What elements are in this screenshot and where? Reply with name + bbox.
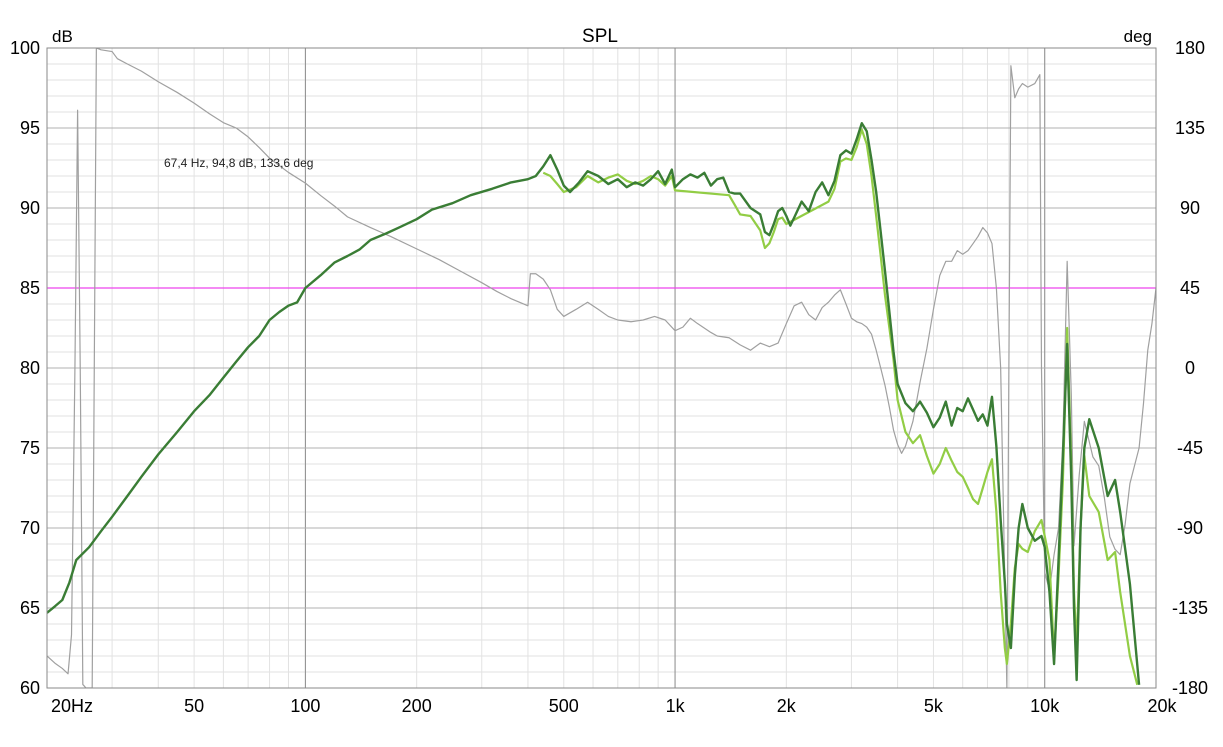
- y-left-tick-label: 65: [20, 598, 40, 618]
- y-right-tick-label: -90: [1177, 518, 1203, 538]
- y-left-tick-label: 60: [20, 678, 40, 698]
- x-tick-label: 1k: [666, 696, 686, 716]
- y-left-tick-label: 75: [20, 438, 40, 458]
- y-left-tick-label: 80: [20, 358, 40, 378]
- y-right-tick-label: 45: [1180, 278, 1200, 298]
- y-right-tick-label: -135: [1172, 598, 1208, 618]
- x-tick-label: 500: [549, 696, 579, 716]
- y-left-tick-label: 95: [20, 118, 40, 138]
- spl-line-0: [47, 122, 1141, 685]
- x-tick-label: 20Hz: [51, 696, 93, 716]
- y-right-tick-label: -180: [1172, 678, 1208, 698]
- x-tick-label: 200: [402, 696, 432, 716]
- x-tick-label: 100: [290, 696, 320, 716]
- cursor-readout: 67,4 Hz, 94,8 dB, 133,6 deg: [164, 156, 313, 170]
- y-left-tick-label: 90: [20, 198, 40, 218]
- y-left-tick-label: 85: [20, 278, 40, 298]
- x-tick-label: 20k: [1147, 696, 1177, 716]
- y-right-tick-label: 90: [1180, 198, 1200, 218]
- plot-frame: [46, 47, 1157, 689]
- left-axis-label: dB: [52, 27, 73, 46]
- right-axis-label: deg: [1124, 27, 1152, 46]
- x-tick-label: 2k: [777, 696, 797, 716]
- y-right-tick-label: 180: [1175, 38, 1205, 58]
- y-right-tick-label: 0: [1185, 358, 1195, 378]
- y-left-tick-label: 70: [20, 518, 40, 538]
- phase-line: [47, 48, 1156, 688]
- x-tick-label: 5k: [924, 696, 944, 716]
- chart-title: SPL: [582, 26, 618, 47]
- y-right-tick-label: -45: [1177, 438, 1203, 458]
- y-left-tick-label: 100: [10, 38, 40, 58]
- x-tick-label: 10k: [1030, 696, 1060, 716]
- x-tick-label: 50: [184, 696, 204, 716]
- y-right-tick-label: 135: [1175, 118, 1205, 138]
